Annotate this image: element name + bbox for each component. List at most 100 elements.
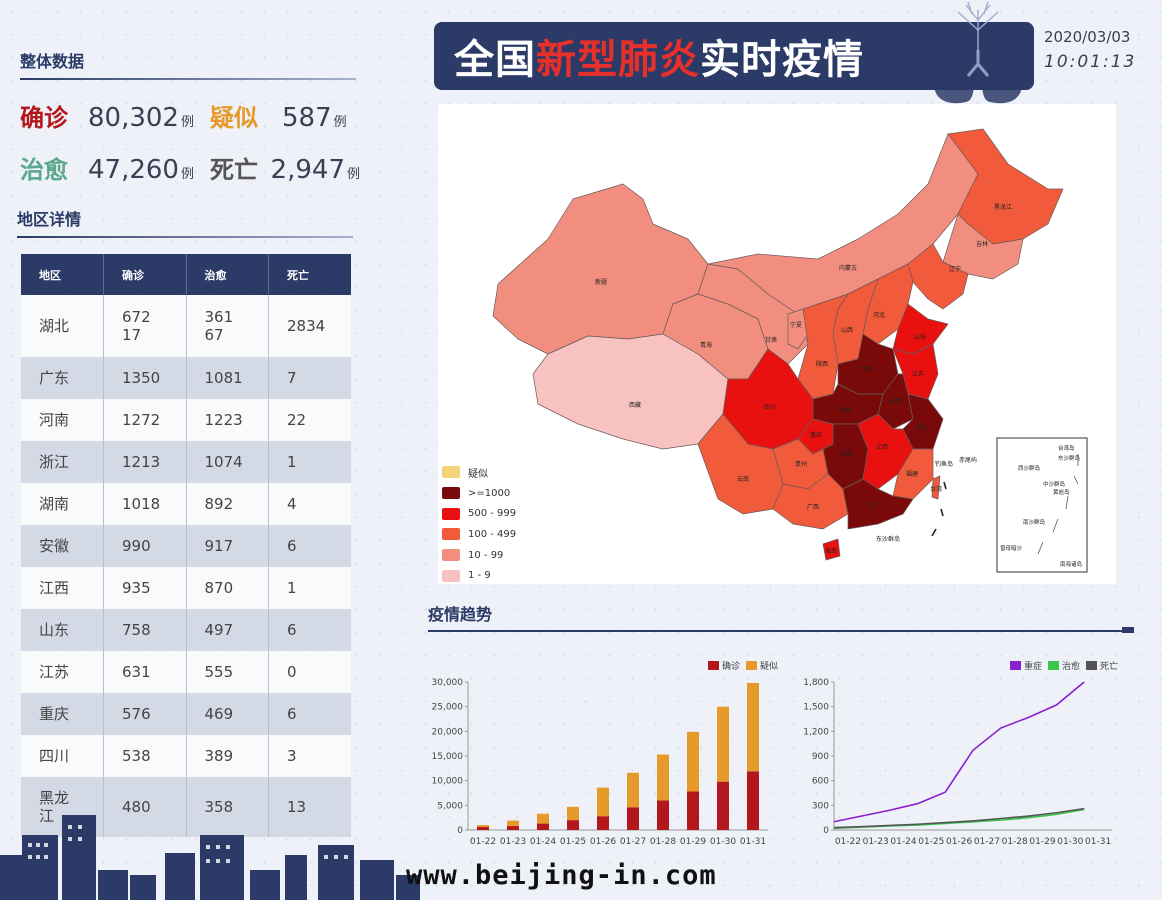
cell-confirmed: 576: [103, 693, 187, 735]
table-row: 河南 1272 1223 22: [21, 399, 351, 441]
region-taiwan[interactable]: [931, 475, 941, 500]
inset-label-xisha: 西沙群岛: [1018, 464, 1041, 472]
bar-confirmed: [747, 771, 759, 830]
time-display: 10:01:13: [1044, 52, 1137, 72]
bar-confirmed: [597, 816, 609, 830]
legend-swatch: [442, 569, 460, 582]
inset-label-zhongsha: 中沙群岛: [1043, 480, 1066, 488]
legend-item[interactable]: >=1000: [442, 483, 516, 504]
cell-cured: 389: [186, 735, 269, 777]
region-table-header: 地区 确诊 治愈 死亡: [21, 254, 351, 295]
inset-label-south-sea: 南海诸岛: [1060, 560, 1083, 568]
header-dead: 死亡: [268, 254, 351, 295]
map-label-shandong: 山东: [914, 333, 926, 341]
bar-confirmed: [507, 826, 519, 830]
inset-label-nansha: 南沙群岛: [1023, 518, 1046, 526]
y-tick-label: 1,800: [803, 678, 829, 688]
map-label-taiwan: 台湾: [930, 485, 942, 493]
trend-divider: [428, 630, 1134, 632]
cell-region: 安徽: [21, 525, 104, 567]
region-ningxia[interactable]: [787, 308, 809, 350]
bar-confirmed: [627, 807, 639, 830]
table-row: 浙江 1213 1074 1: [21, 441, 351, 483]
legend-item[interactable]: 1 - 9: [442, 565, 516, 586]
map-label-yunnan: 云南: [737, 475, 749, 483]
y-tick-label: 20,000: [432, 727, 464, 737]
cell-confirmed: 758: [103, 609, 187, 651]
table-row: 湖北 67217 36167 2834: [21, 295, 351, 357]
x-tick-label: 01-23: [500, 837, 526, 847]
stat-suspected-value: 587: [282, 103, 332, 133]
map-label-qinghai: 青海: [700, 341, 712, 349]
region-hainan[interactable]: [822, 538, 841, 561]
cell-cured: 497: [186, 609, 269, 651]
stat-row-1: 确诊 80,302 例 疑似 587 例: [20, 98, 360, 133]
bar-suspected: [627, 772, 639, 808]
map-label-sichuan: 四川: [764, 404, 776, 411]
table-row: 湖南 1018 892 4: [21, 483, 351, 525]
map-label-shanxi: 山西: [841, 326, 853, 334]
series-line-0: [833, 681, 1085, 823]
legend-swatch: [442, 507, 460, 520]
cell-cured: 1223: [186, 399, 269, 441]
legend-label: 500 - 999: [468, 508, 517, 520]
cell-cured: 917: [186, 525, 269, 567]
cell-confirmed: 1213: [103, 441, 187, 483]
footer-url[interactable]: www.beijing-in.com: [406, 860, 717, 891]
map-label-liaoning: 辽宁: [949, 265, 961, 273]
stat-suspected-unit: 例: [333, 115, 347, 130]
map-label-diaoyu: 钓鱼岛: [935, 460, 953, 468]
y-tick-label: 25,000: [432, 703, 464, 713]
map-label-anhui: 安徽: [889, 397, 901, 405]
title-part1: 全国: [454, 37, 536, 83]
cell-confirmed: 1018: [103, 483, 187, 525]
legend-item[interactable]: 10 - 99: [442, 545, 516, 566]
y-tick-label: 30,000: [432, 678, 464, 688]
city-skyline: [0, 815, 420, 900]
legend-swatch: [442, 549, 460, 562]
stat-dead: 死亡 2,947 例: [210, 150, 360, 185]
x-tick-label: 01-29: [680, 837, 706, 847]
cell-region: 重庆: [21, 693, 104, 735]
stat-suspected: 疑似 587 例: [210, 98, 360, 133]
map-label-henan: 河南: [861, 365, 873, 373]
header-cured: 治愈: [186, 254, 269, 295]
y-tick-label: 900: [812, 752, 829, 762]
cell-region: 广东: [21, 357, 104, 399]
x-tick-label: 01-25: [918, 837, 944, 847]
map-label-guangxi: 广西: [807, 503, 819, 511]
map-label-gansu: 甘肃: [765, 336, 777, 344]
map-label-neimenggu: 内蒙古: [839, 264, 857, 272]
map-label-ningxia: 宁夏: [790, 321, 802, 329]
stat-confirmed-label: 确诊: [20, 103, 68, 132]
legend-item[interactable]: 500 - 999: [442, 503, 516, 524]
bar-confirmed: [537, 823, 549, 830]
legend-item[interactable]: 100 - 499: [442, 524, 516, 545]
bar-suspected: [537, 813, 549, 824]
cell-cured: 1074: [186, 441, 269, 483]
line-chart: 0 300 600 900 1,200 1,500 1,800 01-22 01-23 01-24…: [803, 660, 1118, 847]
legend-item[interactable]: 疑似: [442, 462, 516, 483]
x-tick-label: 01-27: [620, 837, 646, 847]
legend-label: 100 - 499: [468, 528, 517, 540]
map-label-xinjiang: 新疆: [595, 278, 607, 286]
title-part3: 实时疫情: [700, 37, 864, 83]
region-heilongjiang[interactable]: [947, 128, 1064, 245]
x-tick-label: 01-27: [974, 837, 1000, 847]
y-tick-label: 600: [812, 777, 829, 787]
region-guangdong[interactable]: [842, 478, 914, 530]
inset-label-huangyan: 黄岩岛: [1053, 488, 1070, 496]
y-tick-label: 0: [823, 826, 829, 836]
region-table-body: 湖北 67217 36167 2834 广东 1350 1081 7 河南 1272 1223 22 浙…: [21, 295, 351, 837]
cell-cured: 36167: [186, 295, 269, 357]
inset-label-dongsha: 东沙群岛: [1058, 454, 1081, 462]
legend-label: >=1000: [468, 487, 511, 499]
legend-swatch: [442, 487, 460, 500]
x-tick-label: 01-24: [890, 837, 916, 847]
legend-label: 疑似: [760, 661, 778, 672]
legend-label: 重症: [1024, 660, 1042, 672]
map-label-guizhou: 贵州: [795, 460, 807, 468]
bar-confirmed: [477, 827, 489, 830]
trend-title: 疫情趋势: [428, 605, 493, 624]
nine-dash-3: [931, 528, 937, 537]
